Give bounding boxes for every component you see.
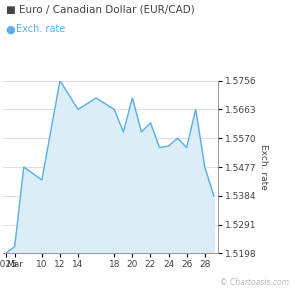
Text: Exch. rate: Exch. rate bbox=[16, 24, 65, 35]
Text: ●: ● bbox=[6, 24, 19, 35]
Y-axis label: Exch. rate: Exch. rate bbox=[259, 144, 268, 190]
Text: ■ Euro / Canadian Dollar (EUR/CAD): ■ Euro / Canadian Dollar (EUR/CAD) bbox=[6, 4, 195, 14]
Text: © Chartoasis.com: © Chartoasis.com bbox=[220, 278, 289, 287]
